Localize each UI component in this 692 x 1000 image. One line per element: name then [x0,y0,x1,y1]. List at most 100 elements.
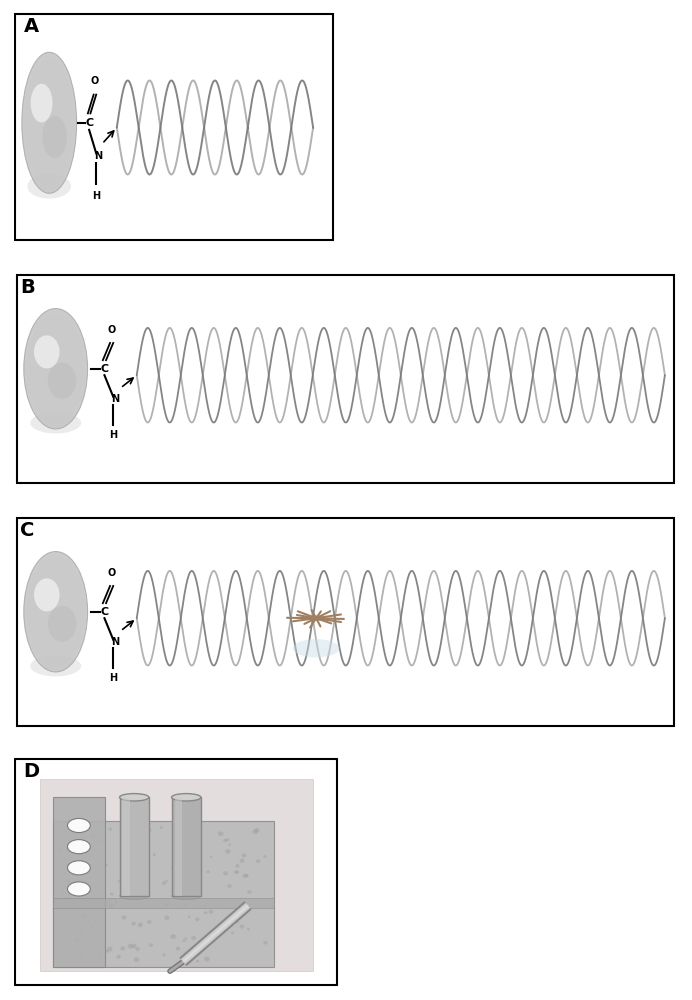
Ellipse shape [22,52,77,193]
Ellipse shape [114,901,117,903]
Ellipse shape [136,947,140,951]
Ellipse shape [82,954,85,957]
Ellipse shape [247,928,250,930]
FancyBboxPatch shape [17,275,673,483]
Ellipse shape [118,880,120,882]
Text: H: H [109,673,117,683]
Ellipse shape [239,925,244,929]
Ellipse shape [63,872,66,875]
Bar [120,797,149,896]
Ellipse shape [74,937,80,942]
Text: C: C [100,364,109,374]
Ellipse shape [109,904,113,908]
Ellipse shape [179,832,183,836]
Ellipse shape [242,874,248,878]
Ellipse shape [227,884,232,888]
Bar [53,898,274,908]
Bar [122,797,130,896]
Ellipse shape [58,849,63,853]
Ellipse shape [147,920,152,924]
Text: O: O [107,325,116,335]
Ellipse shape [225,849,230,854]
Ellipse shape [164,903,167,906]
Ellipse shape [264,941,268,945]
Ellipse shape [42,116,67,158]
Ellipse shape [68,840,90,854]
Ellipse shape [206,870,210,873]
Ellipse shape [87,851,90,854]
Ellipse shape [131,922,136,925]
Ellipse shape [120,946,125,951]
Ellipse shape [149,943,153,947]
Ellipse shape [110,892,113,896]
Ellipse shape [125,858,129,862]
Ellipse shape [196,960,199,962]
Ellipse shape [25,553,86,670]
Bar [174,797,182,896]
Ellipse shape [131,944,137,948]
Ellipse shape [226,838,229,841]
Ellipse shape [208,910,213,914]
Ellipse shape [26,312,86,425]
Ellipse shape [160,826,163,829]
Ellipse shape [134,957,139,962]
Text: C: C [100,607,109,617]
Ellipse shape [93,901,98,904]
Bar [172,797,201,896]
Ellipse shape [91,833,95,837]
Ellipse shape [25,61,73,185]
Ellipse shape [30,655,81,676]
Ellipse shape [24,309,88,429]
Ellipse shape [195,917,199,921]
Ellipse shape [28,316,84,422]
Ellipse shape [129,860,135,865]
Ellipse shape [66,879,71,883]
Ellipse shape [171,865,176,870]
Ellipse shape [186,874,189,876]
Ellipse shape [116,955,121,959]
Text: N: N [93,151,102,161]
Ellipse shape [263,855,266,858]
Ellipse shape [48,606,76,642]
Ellipse shape [132,827,138,832]
Ellipse shape [228,843,231,846]
Ellipse shape [28,559,84,665]
Ellipse shape [153,853,156,856]
Circle shape [308,615,325,621]
Ellipse shape [235,864,239,868]
Ellipse shape [190,888,192,890]
Ellipse shape [69,842,74,846]
Ellipse shape [28,174,71,199]
Ellipse shape [86,920,91,924]
Ellipse shape [145,828,152,833]
Ellipse shape [82,913,87,918]
Ellipse shape [293,639,339,657]
Ellipse shape [235,917,238,920]
FancyBboxPatch shape [15,759,337,985]
Ellipse shape [247,890,252,894]
Text: B: B [21,278,35,297]
Ellipse shape [204,911,208,914]
Ellipse shape [68,882,90,896]
Text: H: H [109,430,117,440]
Ellipse shape [188,915,190,918]
Ellipse shape [162,953,166,956]
Ellipse shape [135,875,140,878]
Ellipse shape [135,830,140,834]
Ellipse shape [138,833,141,835]
Ellipse shape [68,861,90,875]
Ellipse shape [24,309,88,429]
Ellipse shape [185,937,188,940]
Ellipse shape [170,934,176,939]
Ellipse shape [218,831,224,836]
Ellipse shape [96,838,100,842]
Ellipse shape [204,956,210,961]
Text: O: O [91,76,99,86]
Ellipse shape [30,412,81,433]
Ellipse shape [231,931,235,934]
Ellipse shape [232,917,235,919]
Ellipse shape [107,947,113,952]
Text: H: H [92,191,100,201]
Ellipse shape [164,916,170,920]
Ellipse shape [80,929,84,932]
